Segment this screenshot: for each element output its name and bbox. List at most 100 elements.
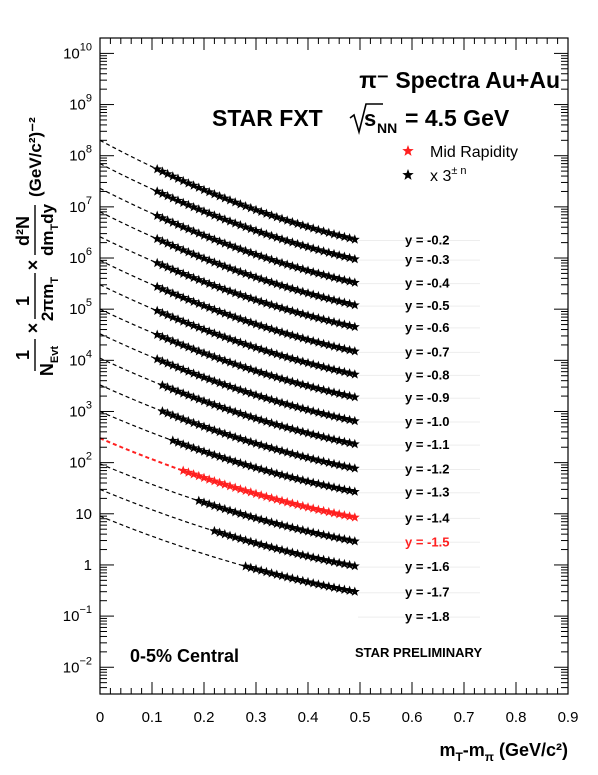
data-point	[178, 175, 189, 186]
data-point	[266, 542, 277, 552]
xlabel-pi: π	[485, 750, 494, 764]
data-point	[277, 302, 287, 313]
data-point	[334, 533, 345, 543]
data-point	[204, 232, 215, 242]
data-point	[334, 365, 345, 376]
data-point	[277, 495, 287, 506]
data-point	[251, 294, 261, 305]
data-point	[292, 218, 303, 229]
x-tick-label: 0.8	[506, 709, 527, 726]
data-point	[308, 289, 319, 299]
data-point	[329, 387, 339, 397]
data-point	[225, 480, 235, 491]
data-point	[225, 405, 235, 415]
data-point	[266, 467, 277, 477]
data-point	[318, 361, 329, 372]
legend-star-black	[402, 169, 414, 180]
data-point	[251, 389, 261, 400]
y-tick-label: 103	[69, 399, 92, 420]
data-point	[199, 324, 209, 334]
data-point	[287, 216, 298, 227]
data-point	[271, 543, 282, 553]
data-point	[230, 264, 241, 275]
data-point	[271, 349, 282, 359]
data-point	[282, 259, 293, 269]
data-point	[282, 328, 293, 339]
data-point	[183, 223, 194, 234]
data-point	[204, 186, 215, 197]
data-point	[344, 368, 355, 378]
data-point	[152, 163, 163, 174]
data-point	[209, 399, 220, 410]
data-point	[225, 195, 235, 205]
data-point	[219, 529, 230, 539]
data-point	[235, 220, 246, 230]
data-point	[344, 535, 355, 545]
data-point	[230, 383, 241, 393]
y-axis-label: 1 NEvt × 1 2πmT × d²N dmTdy (GeV/c²)⁻²	[13, 117, 61, 376]
data-point	[240, 410, 251, 420]
data-point	[204, 326, 215, 336]
data-point	[235, 433, 246, 444]
data-point	[271, 518, 282, 529]
data-point	[188, 392, 199, 402]
preliminary-label: STAR PRELIMINARY	[355, 645, 482, 660]
data-point	[199, 347, 209, 358]
data-point	[313, 504, 324, 514]
ylabel-one: 1	[13, 350, 33, 360]
data-point	[308, 266, 319, 277]
data-point	[256, 565, 267, 575]
data-point	[308, 429, 319, 439]
data-point	[152, 305, 163, 316]
data-point	[282, 235, 293, 246]
data-point	[344, 511, 355, 521]
legend-scaled-base: x 3	[430, 168, 451, 185]
data-point	[225, 381, 235, 391]
data-point	[219, 479, 230, 489]
data-point	[204, 474, 215, 484]
data-point	[167, 171, 178, 181]
data-point	[178, 197, 189, 208]
data-point	[303, 357, 313, 368]
data-point	[225, 454, 235, 465]
data-point	[308, 335, 319, 346]
data-point	[271, 396, 282, 406]
data-point	[271, 419, 282, 429]
data-point	[308, 406, 319, 416]
data-point	[329, 316, 339, 327]
data-point	[219, 214, 230, 224]
data-point	[240, 339, 251, 349]
data-point	[256, 206, 267, 217]
ylabel-twopi: 2πmT	[38, 277, 61, 322]
data-point	[297, 308, 308, 319]
data-point	[303, 526, 313, 536]
centrality-label: 0-5% Central	[130, 646, 239, 666]
data-point	[349, 438, 360, 449]
ylabel-dy: dy	[38, 203, 57, 223]
data-point	[162, 408, 173, 418]
data-point	[225, 216, 235, 226]
data-point	[318, 408, 329, 419]
fit-curve-extrapolated	[99, 236, 156, 263]
rapidity-label: y = -0.4	[405, 276, 450, 291]
data-point	[292, 499, 303, 510]
data-point	[318, 338, 329, 349]
data-point	[178, 388, 189, 398]
data-point	[157, 356, 168, 366]
data-point	[344, 344, 355, 355]
data-point	[297, 264, 308, 274]
data-point	[318, 292, 329, 302]
data-point	[271, 301, 282, 311]
data-point	[167, 360, 178, 370]
fit-curve-extrapolated	[99, 333, 156, 359]
data-point	[256, 227, 267, 237]
data-point	[292, 307, 303, 317]
data-point	[256, 514, 267, 524]
data-point	[261, 393, 272, 403]
data-point	[162, 215, 173, 225]
data-point	[266, 568, 277, 578]
data-point	[297, 549, 308, 560]
data-point	[204, 448, 215, 458]
data-point	[251, 413, 261, 423]
data-point	[266, 517, 277, 527]
